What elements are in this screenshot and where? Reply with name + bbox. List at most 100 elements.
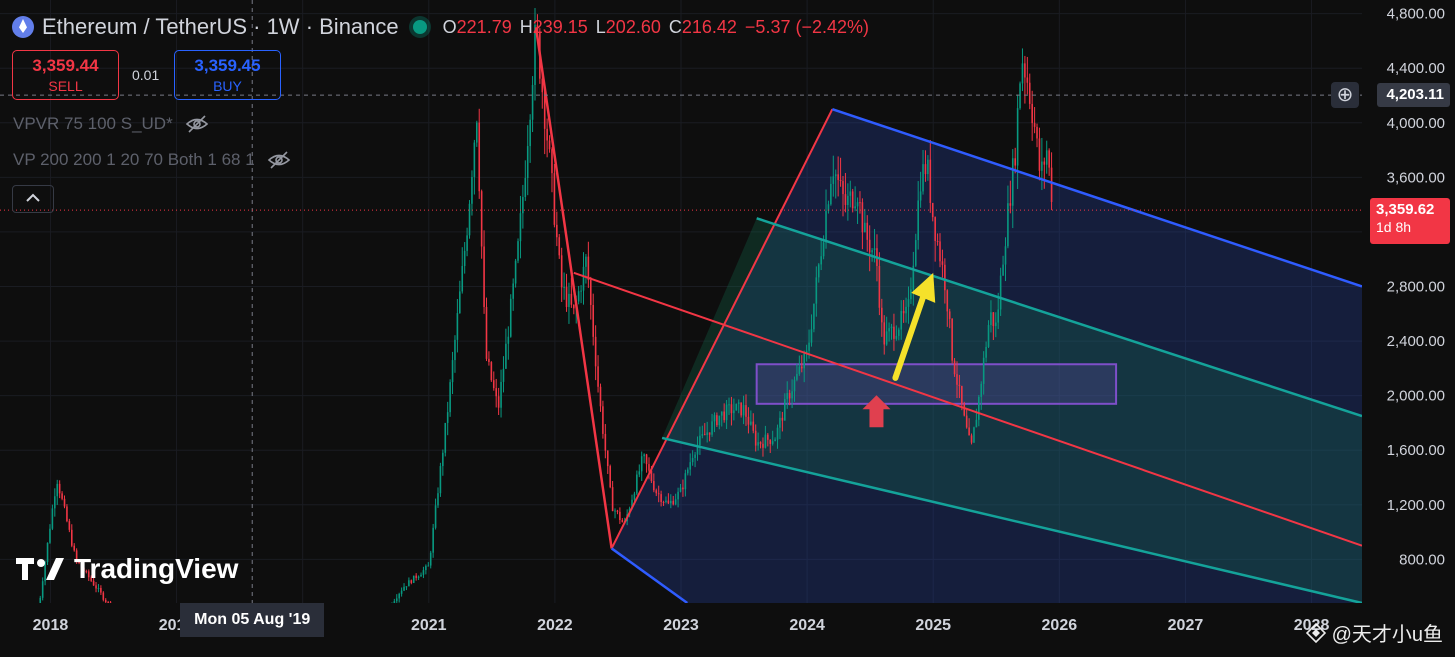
candle-body [44,562,46,582]
candle-body [771,441,774,444]
candle-body [781,417,784,421]
symbol-header[interactable]: Ethereum / TetherUS · 1W · Binance O221.… [12,12,869,42]
indicator-vp[interactable]: VP 200 200 1 20 70 Both 1 68 1 [13,150,291,170]
candle-body [842,181,844,195]
candle-body [522,197,524,214]
candle-body [970,435,973,443]
sell-button[interactable]: 3,359.44 SELL [12,50,119,100]
candle-body [408,580,410,587]
price-axis[interactable]: 800.00 1,200.00 1,600.00 2,000.00 2,400.00 2,… [1362,0,1455,657]
price-tick-label: 4,400.00 [1387,60,1445,77]
time-tick-label: 2024 [789,617,825,634]
candle-body [429,552,432,566]
tradingview-logo: TradingView [16,553,238,585]
candle-body [1026,77,1029,83]
candle-body [1007,203,1009,247]
candle-body [446,412,449,423]
candle-body [779,417,781,428]
change-value: −5.37 (−2.42%) [744,16,870,37]
median-trendline [573,271,1363,547]
ohlc-values: O221.79 H239.15 L202.60 C216.42 −5.37 (−… [443,17,869,38]
collapse-indicators-button[interactable] [12,185,54,213]
candle-body [95,585,97,589]
candle-body [1041,161,1043,171]
candle-body [502,368,505,382]
candle-body [90,577,92,581]
candle-body [987,325,990,347]
close-key: C [668,16,682,37]
candle-body [968,427,970,436]
candle-body [417,576,420,578]
candle-body [718,415,721,426]
candle-body [611,487,614,512]
yellow-arrow-head [911,272,936,303]
candle-body [728,404,730,406]
candle-body [546,128,548,141]
candle-body [97,588,100,590]
candle-body [488,358,490,363]
candle-body [978,396,980,420]
candle-body [832,176,835,184]
yellow-arrow-shaft [892,287,929,381]
candle-body [752,421,755,431]
candle-body [1014,158,1016,166]
sell-price: 3,359.44 [32,56,99,75]
indicator-vpvr-label: VPVR 75 100 S_UD* [13,114,173,133]
high-key: H [519,16,533,37]
candle-body [398,593,400,599]
time-tick-label: 2026 [1042,617,1078,634]
indicator-vpvr[interactable]: VPVR 75 100 S_UD* [13,114,209,134]
candle-body [1036,126,1038,139]
candle-body [543,92,546,129]
channel-lower-line [661,436,1363,605]
candle-body [776,427,779,440]
candle-body [415,575,417,578]
candle-body [51,508,54,529]
candle-body [587,256,590,281]
candle-body [788,393,791,399]
binance-square-icon [1305,622,1326,643]
add-alert-button[interactable]: ⊕ [1331,82,1359,109]
symbol-title[interactable]: Ethereum / TetherUS · 1W · Binance [42,14,399,39]
candle-body [696,445,699,455]
candle-body [944,264,946,291]
candle-body [689,462,692,470]
candle-body [526,146,529,179]
candle-body [1043,161,1046,165]
eye-hidden-icon[interactable] [185,115,209,133]
eye-hidden-icon[interactable] [267,151,291,169]
candle-body [531,84,534,120]
candle-body [888,328,890,332]
candle-body [449,382,451,413]
candle-body [810,329,813,343]
candle-body [1004,246,1007,265]
candle-body [733,410,735,414]
candle-body [393,601,396,605]
candle-body [519,213,522,242]
candle-body [41,581,44,598]
candle-body [454,339,456,361]
candle-body [1028,82,1031,104]
candle-body [708,432,711,435]
candle-body [73,545,76,551]
plus-icon: ⊕ [1336,84,1354,107]
candle-body [868,239,871,253]
candle-body [517,241,519,261]
candle-body [553,173,556,225]
candle-body [982,357,985,384]
candle-body [912,265,915,290]
candle-body [648,464,650,471]
candle-body [716,415,718,426]
candle-body [762,443,764,448]
candle-body [568,293,570,307]
channel-bottom-line [610,547,689,605]
candle-body [730,404,733,414]
close-value: 216.42 [681,16,737,37]
buy-button[interactable]: 3,359.45 BUY [174,50,281,100]
candle-body [475,122,478,143]
candle-body [480,191,483,247]
time-tick-label: 2023 [663,617,699,634]
candle-body [963,404,966,416]
candle-body [536,24,539,32]
candle-body [495,388,497,397]
